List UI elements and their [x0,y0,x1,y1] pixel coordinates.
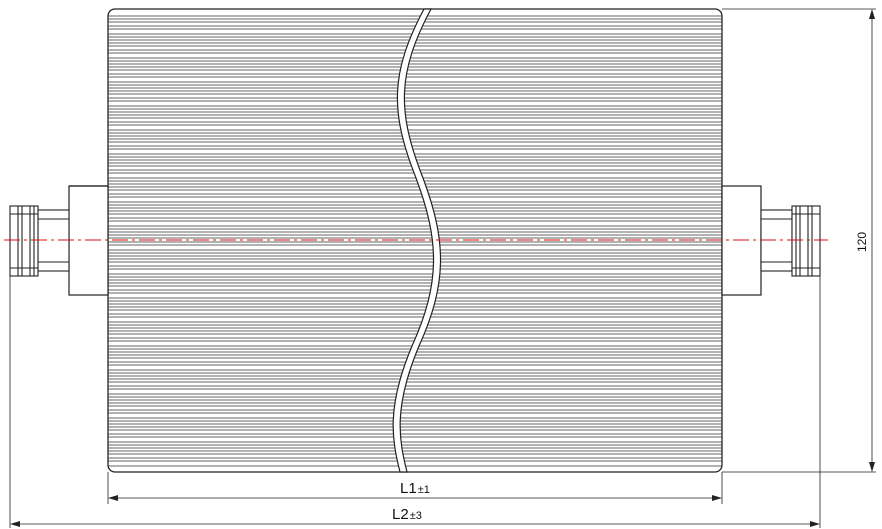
height-dimension: 120 [855,9,875,472]
l1-tolerance: ±1 [418,484,430,496]
right-shaft [760,205,821,277]
l1-dimension: L1±1 [108,480,722,501]
svg-text:L1±1: L1±1 [400,480,430,497]
left-shaft [9,205,70,277]
extension-lines [9,8,876,528]
l2-tolerance: ±3 [410,510,422,522]
break-line [392,8,442,473]
l1-label: L1 [400,480,417,497]
l2-dimension: L2±3 [10,506,820,527]
height-value: 120 [855,232,869,252]
l2-label: L2 [392,506,409,523]
svg-text:L2±3: L2±3 [392,506,422,523]
